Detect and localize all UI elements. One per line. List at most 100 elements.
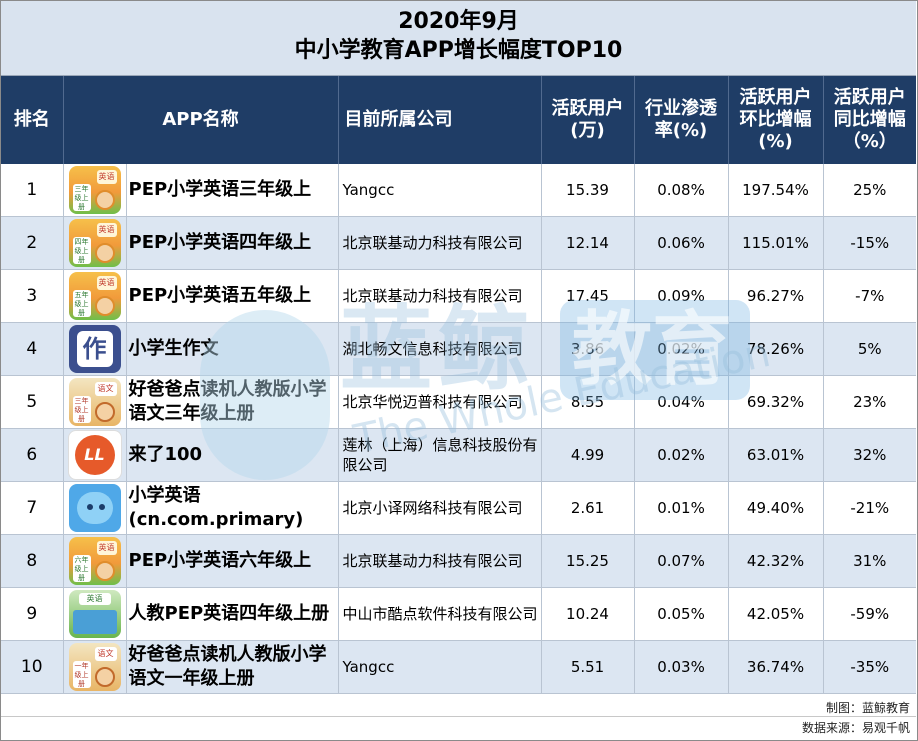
active-users-cell: 8.55 xyxy=(541,375,635,429)
icon-grade: 六年级上册 xyxy=(72,555,91,582)
yoy-growth-cell: -35% xyxy=(823,640,917,694)
penetration-cell: 0.07% xyxy=(634,534,729,588)
title-main: 中小学教育APP增长幅度TOP10 xyxy=(294,38,623,63)
composition-icon: 作 xyxy=(68,325,121,373)
rank-cell: 4 xyxy=(1,322,64,376)
icon-tag: 英语 xyxy=(96,541,117,555)
mom-growth-cell: 42.05% xyxy=(728,587,824,641)
header-rank: 排名 xyxy=(1,76,64,164)
pep-english-grade4-icon: 英语 四年级上册 xyxy=(68,219,121,267)
rank-cell: 5 xyxy=(1,375,64,429)
icon-tag: 英语 xyxy=(96,223,117,237)
header-app-name: APP名称 xyxy=(63,76,339,164)
footer-divider xyxy=(1,716,916,717)
active-users-cell: 5.51 xyxy=(541,640,635,694)
mom-growth-cell: 96.27% xyxy=(728,269,824,323)
laile100-icon: LL xyxy=(67,430,122,480)
kid-figure xyxy=(94,402,115,422)
header-active-users: 活跃用户 (万) xyxy=(541,76,635,164)
yoy-growth-cell: -7% xyxy=(823,269,917,323)
yoy-growth-cell: 31% xyxy=(823,534,917,588)
composition-char: 作 xyxy=(76,331,113,367)
rank-cell: 10 xyxy=(1,640,64,694)
company-cell: 中山市酷点软件科技有限公司 xyxy=(338,587,542,641)
company-cell: 湖北畅文信息科技有限公司 xyxy=(338,322,542,376)
penetration-cell: 0.08% xyxy=(634,164,729,217)
penetration-cell: 0.05% xyxy=(634,587,729,641)
table-row: 2 英语 四年级上册 PEP小学英语四年级上 北京联基动力科技有限公司 12.1… xyxy=(1,216,917,270)
mascot-eye xyxy=(98,504,105,510)
company-cell: 北京联基动力科技有限公司 xyxy=(338,269,542,323)
pep-english-grade4-green-icon: 英语 xyxy=(68,590,121,638)
table-header-row: 排名 APP名称 目前所属公司 活跃用户 (万) 行业渗透 率(%) 活跃用户 … xyxy=(1,76,917,164)
mom-growth-cell: 197.54% xyxy=(728,164,824,217)
mom-growth-cell: 63.01% xyxy=(728,428,824,482)
table-row: 10 语文 一年级上册 好爸爸点读机人教版小学语文一年级上册 Yangcc 5.… xyxy=(1,640,917,694)
rank-cell: 9 xyxy=(1,587,64,641)
header-mom-growth: 活跃用户 环比增幅 (%) xyxy=(728,76,824,164)
app-name: PEP小学英语五年级上 xyxy=(126,269,339,323)
table-row: 5 语文 三年级上册 好爸爸点读机人教版小学语文三年级上册 北京华悦迈普科技有限… xyxy=(1,375,917,429)
active-users-cell: 4.99 xyxy=(541,428,635,482)
footer-source: 数据来源：易观千帆 xyxy=(801,721,910,735)
company-cell: 北京小译网络科技有限公司 xyxy=(338,481,542,535)
icon-grade: 四年级上册 xyxy=(72,237,91,264)
mom-growth-cell: 69.32% xyxy=(728,375,824,429)
title-block: 2020年9月 中小学教育APP增长幅度TOP10 xyxy=(1,1,916,76)
app-name: PEP小学英语三年级上 xyxy=(126,164,339,217)
table-row: 3 英语 五年级上册 PEP小学英语五年级上 北京联基动力科技有限公司 17.4… xyxy=(1,269,917,323)
primary-english-icon xyxy=(68,484,121,532)
cover-scene xyxy=(72,610,117,634)
icon-tag: 英语 xyxy=(78,593,111,605)
chinese-grade1-icon: 语文 一年级上册 xyxy=(68,643,121,691)
company-cell: 北京联基动力科技有限公司 xyxy=(338,534,542,588)
penetration-cell: 0.04% xyxy=(634,375,729,429)
table-row: 4 作 小学生作文 湖北畅文信息科技有限公司 3.86 0.02% 78.26%… xyxy=(1,322,917,376)
kid-figure xyxy=(94,190,115,210)
icon-tag: 英语 xyxy=(96,276,117,290)
mom-growth-cell: 78.26% xyxy=(728,322,824,376)
icon-grade: 三年级上册 xyxy=(72,184,91,211)
company-cell: 北京华悦迈普科技有限公司 xyxy=(338,375,542,429)
icon-tag: 语文 xyxy=(94,647,117,661)
pep-english-grade5-icon: 英语 五年级上册 xyxy=(68,272,121,320)
penetration-cell: 0.01% xyxy=(634,481,729,535)
active-users-cell: 17.45 xyxy=(541,269,635,323)
yoy-growth-cell: 23% xyxy=(823,375,917,429)
title-date: 2020年9月 xyxy=(398,9,519,34)
yoy-growth-cell: 32% xyxy=(823,428,917,482)
active-users-cell: 12.14 xyxy=(541,216,635,270)
mascot-face xyxy=(76,492,113,524)
yoy-growth-cell: -15% xyxy=(823,216,917,270)
company-cell: Yangcc xyxy=(338,640,542,694)
kid-figure xyxy=(94,296,115,316)
app-name: 好爸爸点读机人教版小学语文三年级上册 xyxy=(126,375,339,429)
icon-grade: 五年级上册 xyxy=(72,290,91,317)
ranking-table: 排名 APP名称 目前所属公司 活跃用户 (万) 行业渗透 率(%) 活跃用户 … xyxy=(1,76,917,694)
footer-made-by: 制图：蓝鲸教育 xyxy=(825,701,910,715)
app-name: PEP小学英语六年级上 xyxy=(126,534,339,588)
penetration-cell: 0.09% xyxy=(634,269,729,323)
table-row: 9 英语 人教PEP英语四年级上册 中山市酷点软件科技有限公司 10.24 0.… xyxy=(1,587,917,641)
yoy-growth-cell: 5% xyxy=(823,322,917,376)
mascot-eye xyxy=(86,504,93,510)
header-yoy-growth: 活跃用户 同比增幅 （%） xyxy=(823,76,917,164)
rank-cell: 8 xyxy=(1,534,64,588)
penetration-cell: 0.03% xyxy=(634,640,729,694)
header-penetration: 行业渗透 率(%) xyxy=(634,76,729,164)
active-users-cell: 15.25 xyxy=(541,534,635,588)
table-row: 6 LL 来了100 莲林（上海）信息科技股份有限公司 4.99 0.02% 6… xyxy=(1,428,917,482)
rank-cell: 1 xyxy=(1,164,64,217)
yoy-growth-cell: -21% xyxy=(823,481,917,535)
icon-grade: 一年级上册 xyxy=(72,661,91,688)
pep-english-grade6-icon: 英语 六年级上册 xyxy=(68,537,121,585)
active-users-cell: 15.39 xyxy=(541,164,635,217)
rank-cell: 7 xyxy=(1,481,64,535)
mom-growth-cell: 36.74% xyxy=(728,640,824,694)
pep-english-grade3-icon: 英语 三年级上册 xyxy=(68,166,121,214)
app-name: 人教PEP英语四年级上册 xyxy=(126,587,339,641)
mom-growth-cell: 42.32% xyxy=(728,534,824,588)
laile-logo-mark: LL xyxy=(74,435,115,475)
rank-cell: 3 xyxy=(1,269,64,323)
yoy-growth-cell: -59% xyxy=(823,587,917,641)
